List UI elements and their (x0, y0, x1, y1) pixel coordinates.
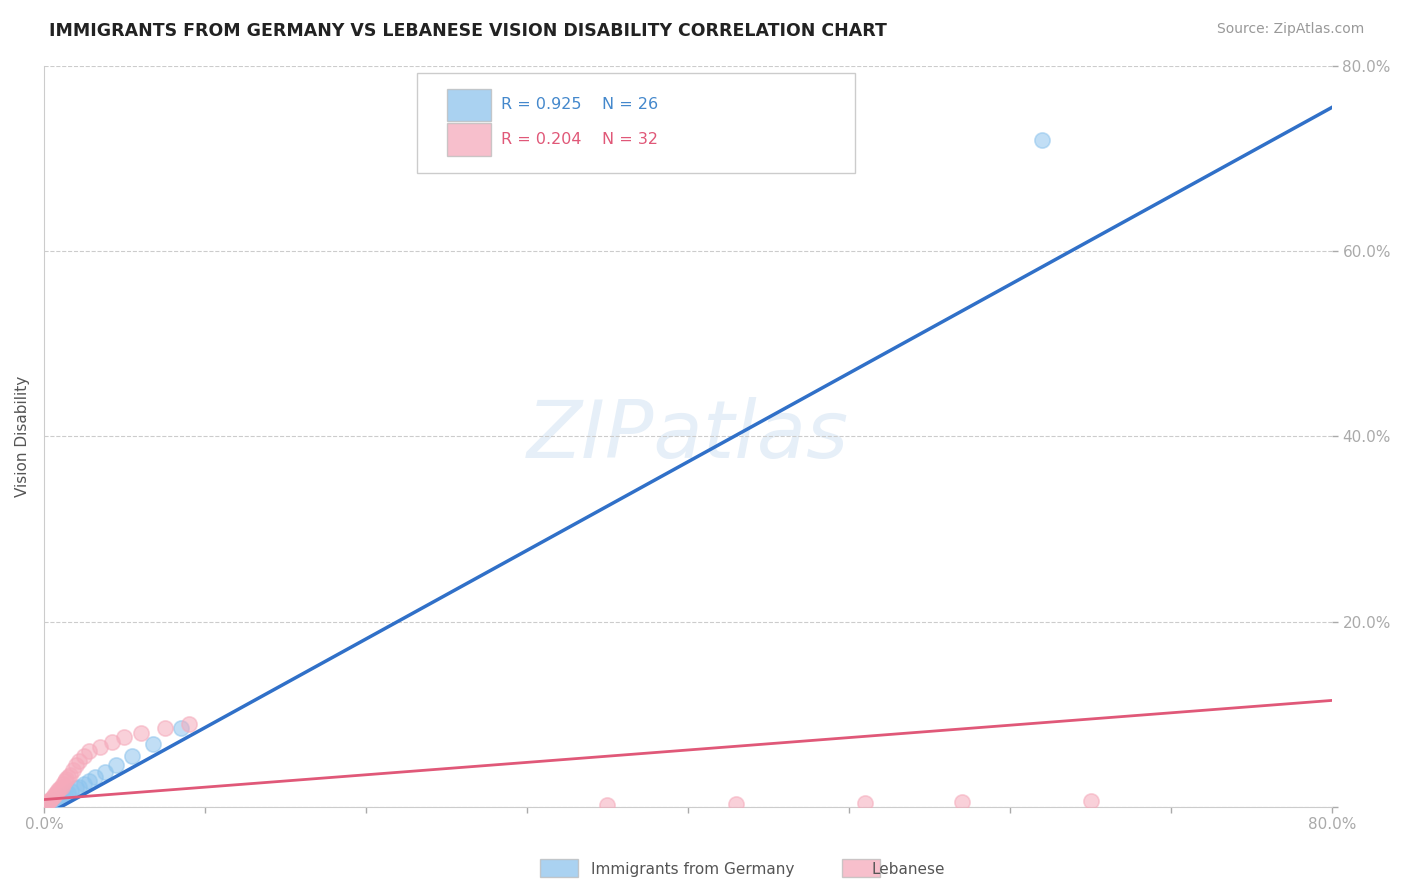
Point (55, 772, 77, 787)
Point (59, 767, 82, 781)
Point (49, 790, 72, 805)
Text: ZIPatlas: ZIPatlas (527, 397, 849, 475)
Point (73, 749, 96, 764)
Point (42, 794, 65, 808)
Point (53, 788, 76, 802)
Point (100, 735, 122, 749)
Text: R = 0.925    N = 26: R = 0.925 N = 26 (501, 97, 658, 112)
Point (94, 764, 117, 779)
Point (112, 731, 135, 745)
Point (37, 797, 59, 811)
Point (725, 797, 748, 812)
Point (65, 758, 87, 772)
Point (53, 774, 76, 789)
Point (44, 793, 66, 807)
Point (37, 798, 59, 813)
Point (89, 739, 111, 754)
Point (41, 790, 63, 805)
FancyBboxPatch shape (447, 88, 491, 121)
Y-axis label: Vision Disability: Vision Disability (15, 376, 30, 497)
Point (65, 781, 87, 796)
Point (38, 797, 60, 812)
Point (48, 783, 70, 797)
Point (77, 774, 100, 789)
Point (67, 754, 90, 768)
Point (51, 789, 73, 804)
Point (170, 721, 193, 735)
Point (62, 763, 84, 777)
Point (121, 749, 143, 764)
Point (56, 770, 79, 784)
Point (596, 798, 619, 813)
FancyBboxPatch shape (447, 123, 491, 156)
Point (84, 770, 107, 784)
Point (950, 795, 973, 809)
Point (60, 784, 83, 798)
Text: Source: ZipAtlas.com: Source: ZipAtlas.com (1216, 22, 1364, 37)
Point (73, 777, 96, 791)
FancyBboxPatch shape (842, 859, 880, 877)
Point (39, 797, 62, 811)
Point (44, 787, 66, 801)
Point (1080, 794, 1102, 808)
Point (56, 786, 79, 800)
Point (42, 789, 65, 803)
Point (41, 795, 63, 809)
Point (77, 744, 100, 758)
Point (39, 792, 62, 806)
Point (105, 758, 128, 772)
Point (67, 780, 90, 794)
FancyBboxPatch shape (540, 859, 578, 877)
Point (52, 777, 75, 791)
Point (45, 785, 67, 799)
Point (49, 781, 72, 796)
Point (129, 726, 152, 740)
Point (52, 789, 75, 803)
Point (177, 716, 200, 731)
Point (38, 794, 60, 808)
Text: Lebanese: Lebanese (872, 863, 945, 877)
Point (48, 791, 70, 805)
Text: IMMIGRANTS FROM GERMANY VS LEBANESE VISION DISABILITY CORRELATION CHART: IMMIGRANTS FROM GERMANY VS LEBANESE VISI… (49, 22, 887, 40)
Point (153, 721, 176, 735)
Point (1031, 133, 1053, 147)
Point (45, 792, 67, 806)
Text: R = 0.204    N = 32: R = 0.204 N = 32 (501, 132, 658, 147)
FancyBboxPatch shape (418, 73, 855, 173)
Point (34, 798, 56, 813)
Point (51, 780, 73, 794)
Text: Immigrants from Germany: Immigrants from Germany (591, 863, 794, 877)
Point (853, 797, 876, 811)
Point (34, 799, 56, 814)
Point (142, 737, 165, 751)
